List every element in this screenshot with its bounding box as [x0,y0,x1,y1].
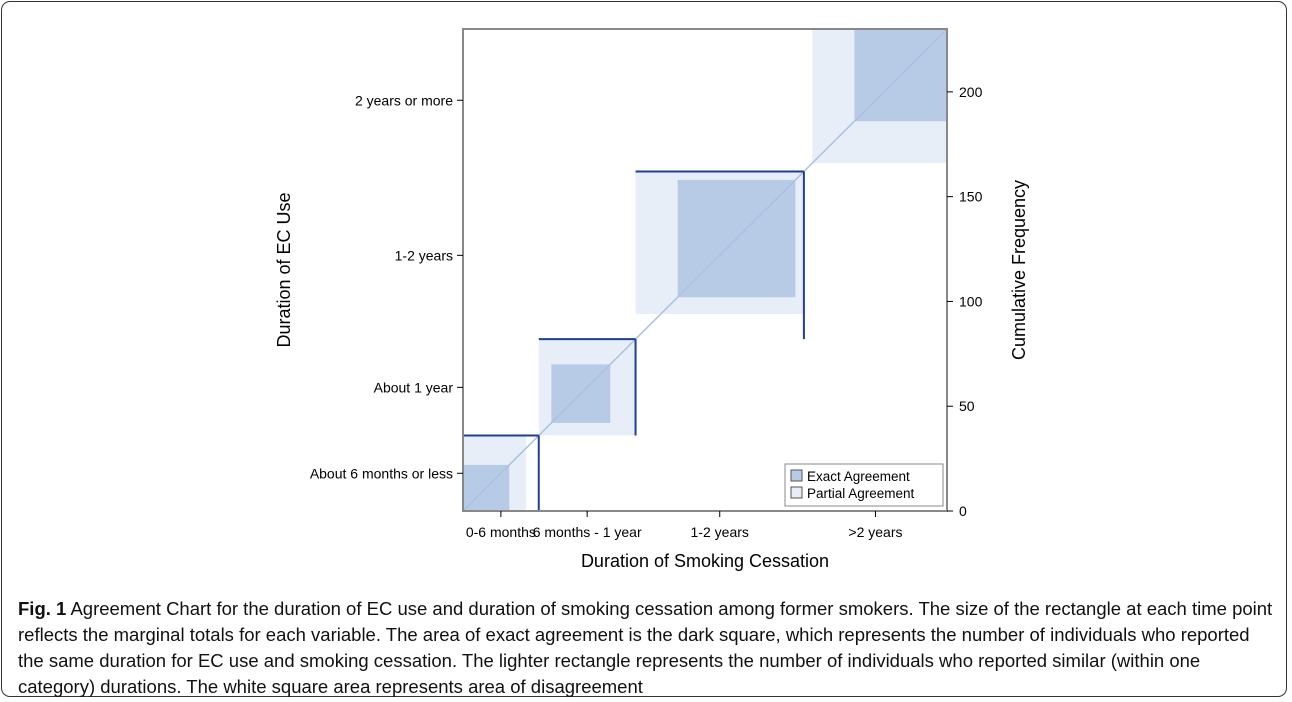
y-tick-label-1: About 6 months or less [310,465,453,481]
x-tick-label-2: 6 months - 1 year [533,524,642,540]
x-tick-label-4: >2 years [848,524,902,540]
x-axis-title: Duration of Smoking Cessation [581,551,829,571]
y2-axis-title: Cumulative Frequency [1009,180,1029,360]
caption-label: Fig. 1 [18,598,67,619]
y2-tick-label-2: 50 [959,398,975,414]
y-tick-label-2: About 1 year [374,379,454,395]
x-tick-label-3: 1-2 years [691,524,749,540]
y2-tick-label-5: 200 [959,84,983,100]
y-tick-label-3: 1-2 years [395,247,453,263]
legend-swatch-1 [790,469,803,482]
diagonal-line [462,28,948,512]
legend-label-1: Exact Agreement [807,469,910,484]
x-tick-label-1: 0-6 months [466,524,536,540]
legend-swatch-2 [790,486,803,499]
legend-label-2: Partial Agreement [807,486,915,501]
caption-text: Agreement Chart for the duration of EC u… [18,598,1273,697]
y2-tick-label-1: 0 [959,503,967,519]
y2-tick-label-4: 150 [959,189,983,205]
figure-caption: Fig. 1 Agreement Chart for the duration … [18,596,1274,700]
y-tick-label-4: 2 years or more [355,92,453,108]
plot-frame [462,28,948,512]
y-axis-title: Duration of EC Use [274,192,294,347]
legend-box [784,463,944,507]
y2-tick-label-3: 100 [959,293,983,309]
